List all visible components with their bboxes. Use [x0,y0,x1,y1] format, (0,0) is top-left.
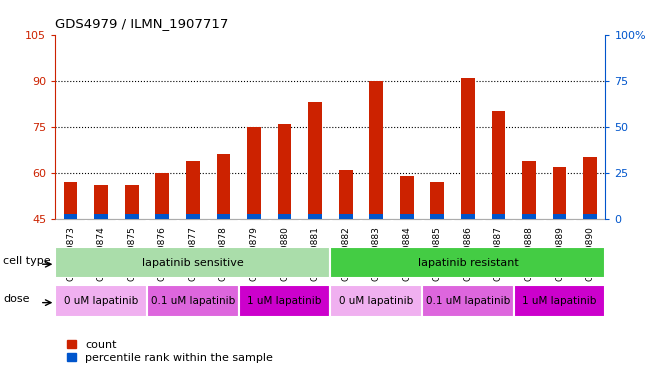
Bar [278,124,292,219]
Bar [583,214,597,219]
Bar [393,220,421,221]
Bar [186,214,200,219]
Bar [156,214,169,219]
Bar [217,154,230,219]
Bar [301,220,329,221]
Bar [492,214,505,219]
Bar [87,220,115,221]
Text: 0.1 uM lapatinib: 0.1 uM lapatinib [151,296,235,306]
Text: 1 uM lapatinib: 1 uM lapatinib [247,296,322,306]
Bar [339,214,353,219]
Bar [118,220,145,221]
Bar [332,220,359,221]
Bar [522,214,536,219]
Text: lapatinib resistant: lapatinib resistant [417,258,518,268]
Bar [55,285,147,317]
Bar [576,220,604,221]
Legend: count, percentile rank within the sample: count, percentile rank within the sample [68,339,273,363]
Text: 0 uM lapatinib: 0 uM lapatinib [339,296,413,306]
Bar [331,285,422,317]
Bar [308,214,322,219]
Bar [492,111,505,219]
Bar [64,214,77,219]
Bar [363,220,390,221]
Bar [331,247,605,278]
Bar [553,167,566,219]
Bar [247,127,261,219]
Bar [125,185,139,219]
Bar [516,220,543,221]
Bar [239,285,331,317]
Bar [125,214,139,219]
Bar [553,214,566,219]
Bar [485,220,512,221]
Bar [430,214,444,219]
Bar [64,182,77,219]
Bar [514,285,605,317]
Bar [210,220,237,221]
Bar [240,220,268,221]
Text: cell type: cell type [3,256,51,266]
Bar [400,214,413,219]
Bar [522,161,536,219]
Bar [583,157,597,219]
Text: lapatinib sensitive: lapatinib sensitive [142,258,243,268]
Bar [400,176,413,219]
Bar [148,220,176,221]
Text: dose: dose [3,295,30,305]
Bar [147,285,239,317]
Bar [156,173,169,219]
Bar [278,214,292,219]
Bar [369,214,383,219]
Bar [454,220,482,221]
Bar [271,220,298,221]
Text: 1 uM lapatinib: 1 uM lapatinib [522,296,597,306]
Bar [546,220,574,221]
Bar [430,182,444,219]
Bar [94,185,108,219]
Bar [57,220,85,221]
Bar [94,214,108,219]
Bar [422,285,514,317]
Bar [339,170,353,219]
Bar [308,102,322,219]
Bar [461,214,475,219]
Text: GDS4979 / ILMN_1907717: GDS4979 / ILMN_1907717 [55,17,229,30]
Bar [369,81,383,219]
Text: 0 uM lapatinib: 0 uM lapatinib [64,296,138,306]
Bar [217,214,230,219]
Bar [424,220,451,221]
Bar [179,220,206,221]
Bar [186,161,200,219]
Bar [247,214,261,219]
Bar [461,78,475,219]
Text: 0.1 uM lapatinib: 0.1 uM lapatinib [426,296,510,306]
Bar [55,247,331,278]
